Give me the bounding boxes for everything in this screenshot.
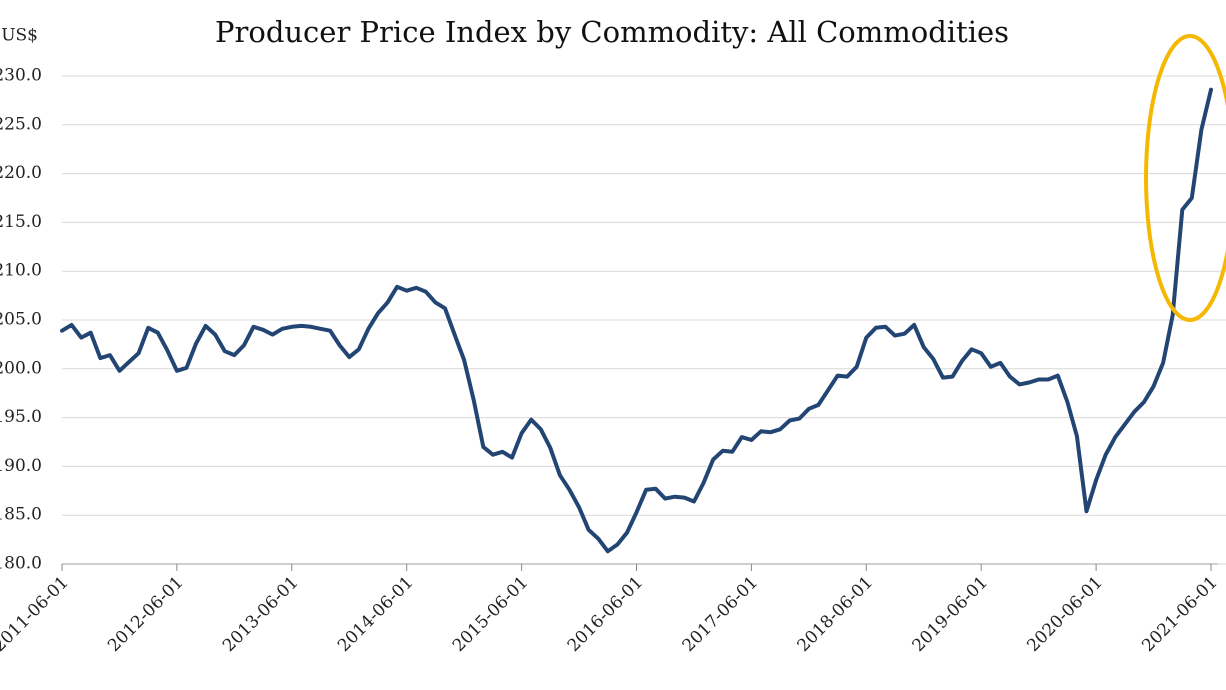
y-tick-label: 195.0 (0, 407, 42, 427)
highlight-ellipse (1144, 34, 1226, 322)
plot-area: 180.0 185.0 190.0 195.0 200.0 205.0 210.0 215.0… (0, 66, 1226, 656)
y-tick-label: 205.0 (0, 310, 42, 330)
y-tick-label: 190.0 (0, 456, 42, 476)
x-tick-label: 2014-06-01 (334, 573, 417, 656)
x-tick-label: 2012-06-01 (104, 573, 187, 656)
y-tick-label: 185.0 (0, 505, 42, 525)
x-tick-label: 2020-06-01 (1023, 573, 1106, 656)
x-tick-label: 2013-06-01 (219, 573, 302, 656)
chart-title: Producer Price Index by Commodity: All C… (215, 15, 1009, 49)
x-tick-label: 2021-06-01 (1138, 573, 1221, 656)
x-tick-label: 2017-06-01 (679, 573, 762, 656)
x-tick-label: 2019-06-01 (908, 573, 991, 656)
y-tick-label: 210.0 (0, 261, 42, 281)
y-tick-label: 200.0 (0, 358, 42, 378)
data-line (60, 87, 1213, 554)
x-tick-label: 2018-06-01 (794, 573, 877, 656)
y-tick-label: 215.0 (0, 212, 42, 232)
x-tick-label: 2011-06-01 (0, 573, 73, 656)
y-tick-label: 225.0 (0, 114, 42, 134)
y-tick-label: 220.0 (0, 163, 42, 183)
x-tick-label: 2015-06-01 (449, 573, 532, 656)
y-tick-label: 180.0 (0, 554, 42, 574)
y-axis-label: US$ (1, 26, 38, 46)
y-tick-label: 230.0 (0, 66, 42, 86)
x-tick-label: 2016-06-01 (564, 573, 647, 656)
